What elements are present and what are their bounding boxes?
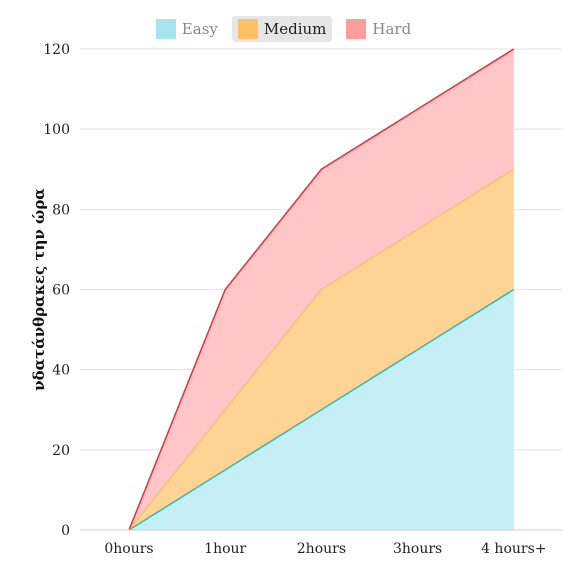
y-tick-label: 60 [52,283,70,299]
area-medium [129,169,514,530]
line-easy [128,288,515,531]
x-tick-label: 0hours [104,541,153,557]
legend-item-hard[interactable]: Hard [340,16,417,42]
line-medium [128,168,515,531]
chart-legend: Easy Medium Hard [0,14,567,44]
x-tick-label: 4 hours+ [481,541,546,557]
x-axis-ticks: 0hours 1hour 2hours 3hours 4 hours+ [104,541,546,557]
legend-item-medium[interactable]: Medium [231,16,333,42]
legend-label-medium: Medium [263,20,327,38]
x-tick-label: 1hour [204,541,246,557]
legend-item-easy[interactable]: Easy [150,16,224,42]
line-hard [128,48,515,531]
y-tick-label: 0 [61,523,70,539]
y-axis-ticks: 0 20 40 60 80 100 120 [43,42,70,539]
legend-label-hard: Hard [372,20,412,38]
y-tick-label: 20 [52,443,70,459]
y-tick-label: 100 [43,122,70,138]
legend-swatch-hard [346,19,367,39]
series-lines [128,48,515,531]
y-tick-label: 120 [43,42,70,58]
x-tick-label: 3hours [393,541,442,557]
y-axis-title: νδατάνθρακες την ώρα [30,188,48,391]
legend-swatch-easy [155,19,176,39]
legend-label-easy: Easy [181,20,218,38]
x-tick-label: 2hours [297,541,346,557]
y-tick-label: 40 [52,363,70,379]
y-tick-label: 80 [52,202,70,218]
legend-swatch-medium [237,19,258,39]
